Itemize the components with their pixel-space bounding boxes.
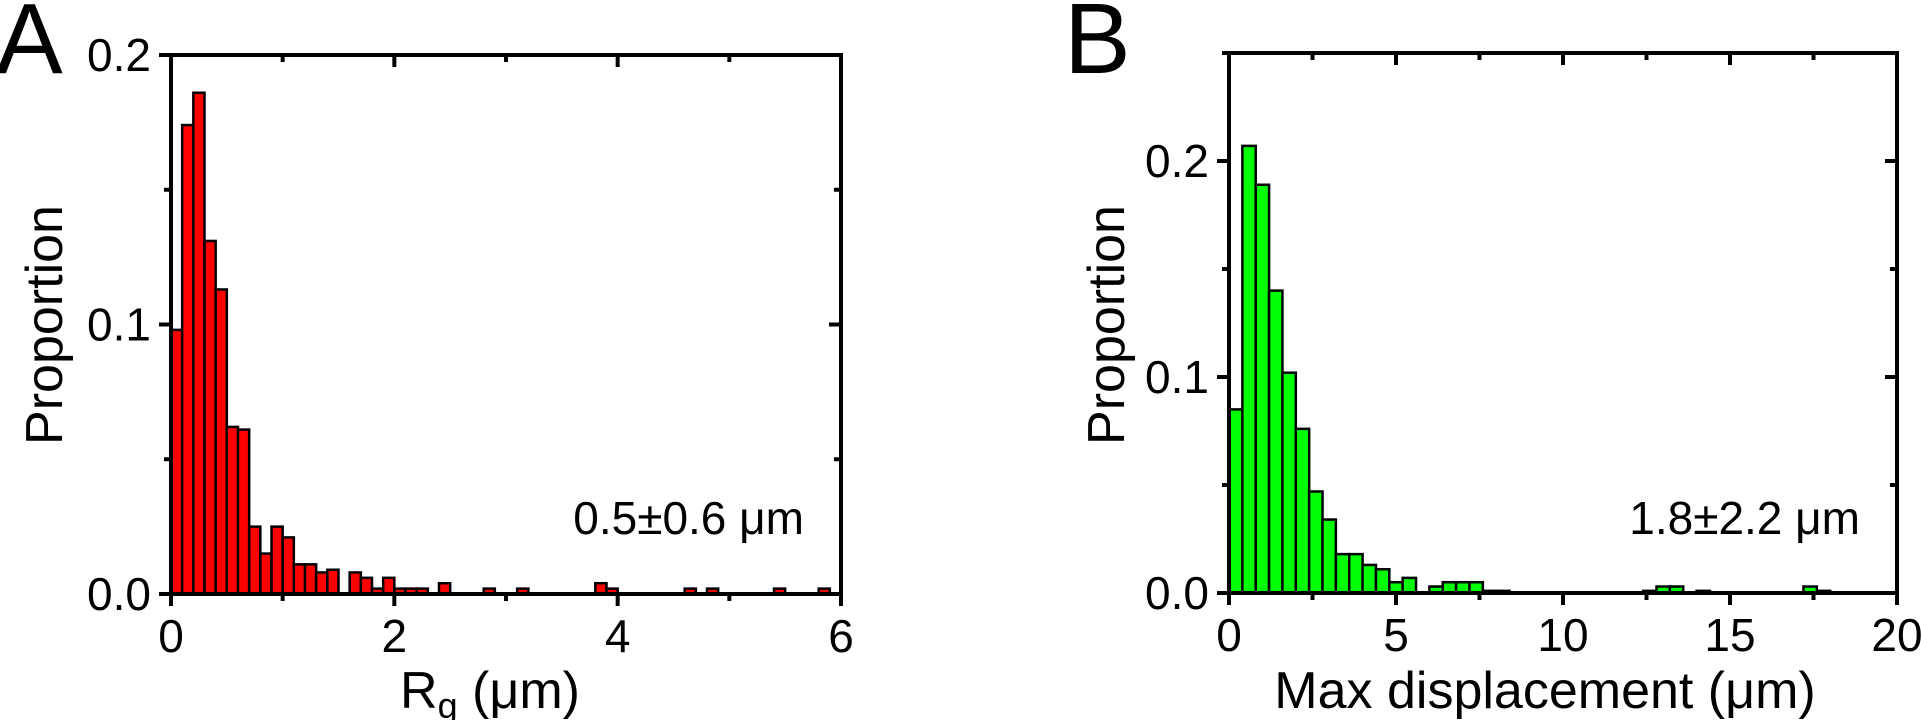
x-tick-label: 0 <box>158 610 184 662</box>
histogram-bar <box>259 552 273 596</box>
histogram-bar <box>1281 371 1298 595</box>
histogram-bar <box>303 563 318 596</box>
histogram-bar <box>381 576 396 596</box>
histogram-bar <box>281 536 296 596</box>
y-tick-label: 0.0 <box>1145 567 1209 619</box>
x-tick-label: 4 <box>605 610 631 662</box>
x-tick-label: 6 <box>828 610 854 662</box>
histogram-bar <box>1401 576 1418 595</box>
x-axis-label-subscript: g <box>438 685 458 720</box>
axes-b: 0 5 10 15 20 0.0 0.1 0.2 <box>1145 51 1921 661</box>
annotation-mean-sd-b: 1.8±2.2 μm <box>1629 492 1860 544</box>
histogram-bar <box>236 428 251 596</box>
histogram-bar <box>359 576 374 596</box>
histogram-bar <box>1294 427 1311 595</box>
x-axis-label-a: Rg (μm) <box>400 662 580 720</box>
histogram-bar <box>1347 552 1364 595</box>
x-tick-label: 2 <box>382 610 408 662</box>
panel-a: A 0 2 4 6 0.0 0.1 0.2 Proportion Rg (μm) 0.5±0… <box>0 0 854 720</box>
histogram-bar <box>1241 144 1257 595</box>
x-tick-label: 5 <box>1383 609 1409 661</box>
histogram-bar <box>214 288 229 596</box>
histogram-bar <box>314 571 329 596</box>
x-tick-label: 20 <box>1871 609 1921 661</box>
histogram-bar <box>225 425 240 596</box>
histogram-bars-b <box>1227 144 1832 595</box>
histogram-bar <box>203 239 217 596</box>
annotation-mean-sd-a: 0.5±0.6 μm <box>573 492 804 544</box>
x-tick-label: 0 <box>1216 609 1242 661</box>
y-tick-label: 0.1 <box>87 299 151 351</box>
histogram-bars-a <box>169 91 832 596</box>
histogram-bar <box>1321 518 1338 595</box>
histogram-bar <box>1267 289 1284 595</box>
histogram-bar <box>1254 183 1271 595</box>
x-tick-label: 15 <box>1704 609 1755 661</box>
histogram-bar <box>247 525 262 596</box>
histogram-bar <box>326 568 340 596</box>
y-axis-label-a: Proportion <box>16 205 74 445</box>
histogram-bar <box>270 525 284 596</box>
panel-label-b: B <box>1064 0 1131 95</box>
panel-b: B 0 5 10 15 20 0.0 0.1 0.2 Proportion Max displ… <box>1064 0 1921 720</box>
histogram-bar <box>1361 563 1378 595</box>
histogram-bar <box>1334 552 1351 595</box>
histogram-bar <box>348 571 363 596</box>
x-axis-label-unit: (μm) <box>458 662 580 720</box>
y-tick-label: 0.2 <box>87 29 151 81</box>
histogram-bar <box>1307 490 1324 595</box>
y-tick-label: 0.0 <box>87 568 151 620</box>
x-axis-label-main: Max displacement <box>1274 662 1694 720</box>
y-tick-label: 0.1 <box>1145 351 1209 403</box>
histogram-bar <box>1227 408 1244 595</box>
histogram-bar <box>180 123 195 596</box>
x-axis-label-main: R <box>400 662 438 720</box>
y-tick-label: 0.2 <box>1145 135 1209 187</box>
x-axis-label-unit: (μm) <box>1693 662 1815 720</box>
histogram-bar <box>192 91 206 596</box>
axes-a: 0 2 4 6 0.0 0.1 0.2 <box>87 29 854 662</box>
x-tick-label: 10 <box>1537 609 1588 661</box>
panel-label-a: A <box>0 0 63 95</box>
y-axis-label-b: Proportion <box>1078 205 1136 445</box>
histogram-bar <box>1374 567 1391 595</box>
histogram-bar <box>292 563 307 596</box>
x-axis-label-b: Max displacement (μm) <box>1274 662 1815 720</box>
